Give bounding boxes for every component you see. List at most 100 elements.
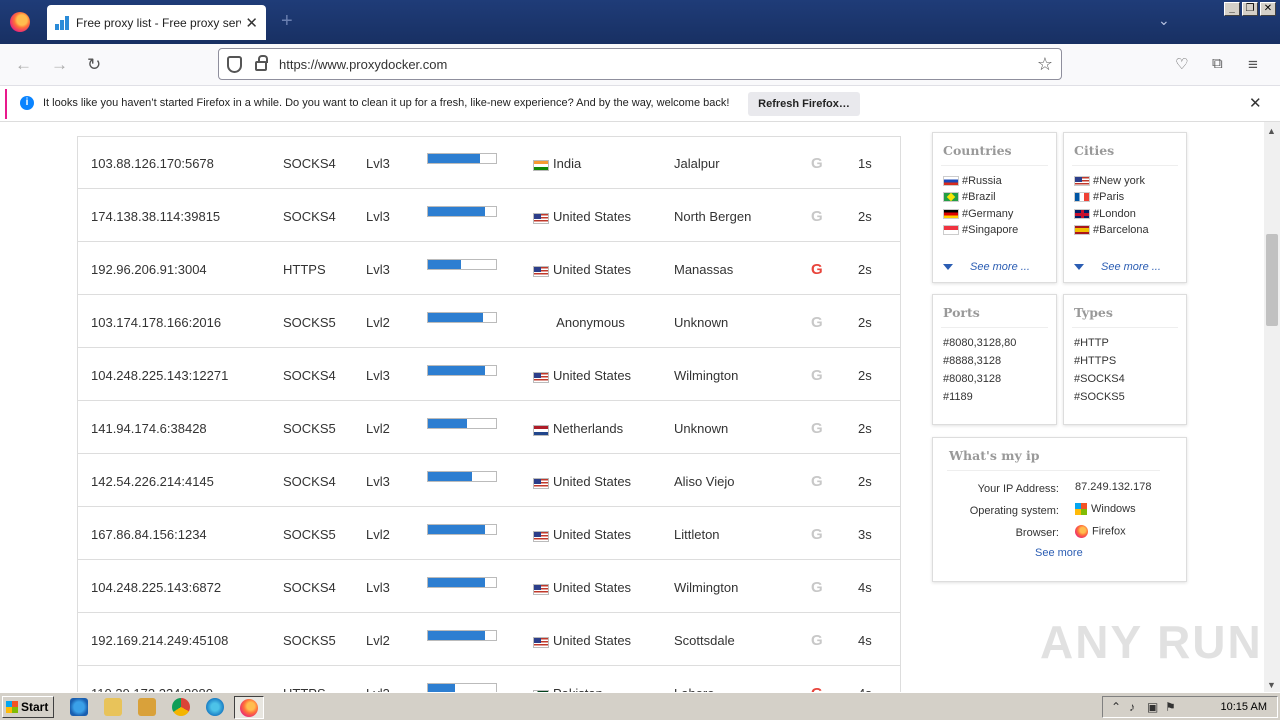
page-scrollbar[interactable]: ▲ ▼	[1264, 122, 1280, 692]
proxy-country: United States	[553, 633, 632, 648]
type-tag[interactable]: #SOCKS5	[1074, 391, 1125, 403]
firefox-taskbar-button[interactable]	[234, 696, 264, 719]
pocket-icon[interactable]: ♡	[1175, 56, 1189, 73]
tab-title: Free proxy list - Free proxy server	[76, 15, 241, 30]
list-all-tabs-chevron-icon[interactable]: ⌄	[1158, 12, 1170, 28]
edge-icon[interactable]	[206, 698, 224, 716]
speed-bar-fill	[428, 631, 486, 640]
ip-see-more-link[interactable]: See more	[1035, 547, 1083, 559]
speed-bar	[427, 206, 497, 217]
close-window-icon[interactable]: ✕	[1260, 2, 1276, 16]
restore-icon[interactable]: ❐	[1242, 2, 1258, 16]
scrollbar-thumb[interactable]	[1266, 234, 1278, 326]
chrome-icon[interactable]	[172, 698, 190, 716]
city-tag[interactable]: #London	[1074, 208, 1136, 220]
country-tag[interactable]: #Germany	[943, 208, 1013, 220]
proxy-country: United States	[553, 527, 632, 542]
type-tag[interactable]: #SOCKS4	[1074, 373, 1125, 385]
proxy-city: Lahore	[674, 686, 714, 692]
url-input[interactable]: https://www.proxydocker.com	[279, 57, 448, 72]
scroll-down-arrow-icon[interactable]: ▼	[1267, 680, 1276, 690]
tracking-protection-shield-icon[interactable]	[227, 56, 242, 73]
germany-flag-icon	[943, 209, 959, 219]
city-tag[interactable]: #New york	[1074, 175, 1145, 187]
proxy-address[interactable]: 141.94.174.6:38428	[91, 421, 207, 436]
proxy-address[interactable]: 174.138.38.114:39815	[91, 209, 221, 224]
network-icon[interactable]: ▣	[1147, 700, 1159, 714]
new-tab-button[interactable]: +	[281, 10, 293, 32]
countries-see-more-link[interactable]: See more ...	[970, 261, 1030, 273]
proxy-address[interactable]: 142.54.226.214:4145	[91, 474, 214, 489]
speed-bar	[427, 418, 497, 429]
proxy-address[interactable]: 192.96.206.91:3004	[91, 262, 207, 277]
table-row: 103.88.126.170:5678 SOCKS4 Lvl3 India Jalalp…	[78, 136, 900, 189]
google-support-icon: G	[811, 685, 823, 692]
browser-value-text: Firefox	[1092, 525, 1126, 538]
bookmark-star-icon[interactable]: ☆	[1036, 54, 1053, 74]
proxy-anonymity-level: Lvl2	[366, 315, 390, 330]
lock-icon[interactable]	[255, 55, 268, 71]
divider	[941, 327, 1048, 328]
notification-close-icon[interactable]: ✕	[1249, 95, 1262, 112]
proxy-response-time: 4s	[858, 633, 872, 648]
city-tag[interactable]: #Barcelona	[1074, 224, 1149, 236]
proxy-anonymity-level: Lvl3	[366, 156, 390, 171]
speed-bar-fill	[428, 313, 484, 322]
window-controls: _ ❐ ✕	[1224, 2, 1276, 16]
volume-icon[interactable]: ♪	[1129, 700, 1135, 714]
cities-see-more-link[interactable]: See more ...	[1101, 261, 1161, 273]
proxy-address[interactable]: 167.86.84.156:1234	[91, 527, 207, 542]
internet-explorer-icon[interactable]	[70, 698, 88, 716]
back-arrow-icon[interactable]: ←	[15, 55, 32, 74]
os-value: Windows	[1075, 503, 1136, 516]
proxy-address[interactable]: 104.248.225.143:6872	[91, 580, 222, 595]
city-tag[interactable]: #Paris	[1074, 191, 1124, 203]
taskbar-clock: 10:15 AM	[1220, 701, 1267, 713]
extensions-puzzle-icon[interactable]: ⧉	[1212, 55, 1223, 72]
proxy-city: Jalalpur	[674, 156, 720, 171]
speed-bar	[427, 471, 497, 482]
port-tag[interactable]: #8080,3128	[943, 373, 1002, 385]
proxy-address[interactable]: 103.174.178.166:2016	[91, 315, 222, 330]
port-tag[interactable]: #8080,3128,80	[943, 337, 1017, 349]
us-flag-icon	[533, 637, 549, 648]
port-tag[interactable]: #1189	[943, 391, 973, 403]
country-tag[interactable]: #Singapore	[943, 224, 1018, 236]
hamburger-menu-icon[interactable]: ≡	[1248, 55, 1258, 74]
proxy-anonymity-level: Lvl2	[366, 633, 390, 648]
speed-bar	[427, 577, 497, 588]
table-row: 192.169.214.249:45108 SOCKS5 Lvl2 United St…	[78, 613, 900, 666]
country-tag[interactable]: #Brazil	[943, 191, 996, 203]
file-explorer-icon[interactable]	[104, 698, 122, 716]
proxy-address[interactable]: 103.88.126.170:5678	[91, 156, 214, 171]
proxy-anonymity-level: Lvl3	[366, 686, 390, 692]
refresh-firefox-button[interactable]: Refresh Firefox…	[748, 92, 860, 116]
proxy-country: Pakistan	[553, 686, 603, 692]
proxy-response-time: 2s	[858, 262, 872, 277]
firefox-menu-icon[interactable]	[10, 12, 30, 32]
media-player-icon[interactable]	[138, 698, 156, 716]
url-bar[interactable]: https://www.proxydocker.com ☆	[218, 48, 1062, 80]
type-tag[interactable]: #HTTPS	[1074, 355, 1117, 367]
proxy-response-time: 3s	[858, 527, 872, 542]
port-tag[interactable]: #8888,3128	[943, 355, 1002, 367]
google-support-icon: G	[811, 261, 823, 278]
forward-arrow-icon[interactable]: →	[51, 55, 68, 74]
scroll-up-arrow-icon[interactable]: ▲	[1267, 126, 1276, 136]
tab-active[interactable]: Free proxy list - Free proxy server ✕	[47, 5, 266, 40]
action-center-flag-icon[interactable]: ⚑	[1165, 700, 1176, 714]
refresh-notification-bar: i It looks like you haven’t started Fire…	[0, 86, 1280, 122]
show-hidden-icons-icon[interactable]: ⌃	[1111, 700, 1122, 714]
proxy-type: SOCKS4	[283, 156, 336, 171]
speed-bar-fill	[428, 260, 461, 269]
start-button[interactable]: Start	[2, 696, 54, 718]
country-tag[interactable]: #Russia	[943, 175, 1002, 187]
type-tag[interactable]: #HTTP	[1074, 337, 1109, 349]
proxy-address[interactable]: 192.169.214.249:45108	[91, 633, 229, 648]
table-row: 104.248.225.143:6872 SOCKS4 Lvl3 United Sta…	[78, 560, 900, 613]
proxy-address[interactable]: 104.248.225.143:12271	[91, 368, 229, 383]
tab-close-icon[interactable]: ✕	[245, 14, 258, 32]
proxy-address[interactable]: 110.39.172.234:8080	[91, 686, 213, 692]
minimize-icon[interactable]: _	[1224, 2, 1240, 16]
reload-icon[interactable]: ↻	[87, 55, 102, 74]
